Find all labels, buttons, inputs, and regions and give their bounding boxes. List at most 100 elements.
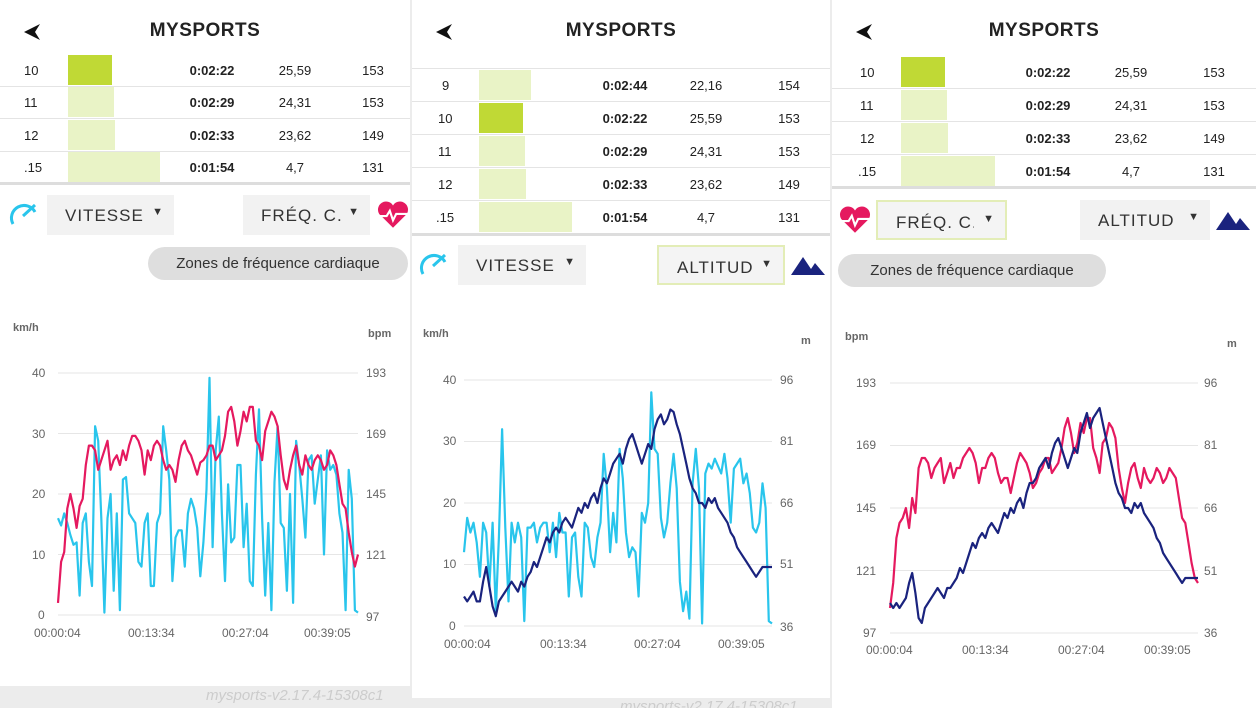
left-tick: 40 <box>32 366 46 380</box>
left-axis-unit: km/h <box>13 322 39 334</box>
left-metric-label: FRÉQ. C. <box>896 213 974 232</box>
right-metric-label: FRÉQ. C. <box>261 206 341 225</box>
version-label: mysports-v2.17.4-15308c1 <box>206 687 384 704</box>
left-metric-select[interactable]: VITESSE ▼ <box>47 195 174 235</box>
table-row: .15 0:01:54 4,7 131 <box>412 201 830 234</box>
lap-bar <box>479 103 523 133</box>
x-tick: 00:27:04 <box>1058 643 1105 657</box>
right-tick: 36 <box>1204 626 1218 640</box>
lap-number: 10 <box>438 111 453 126</box>
table-row: 12 0:02:33 23,62 149 <box>832 122 1256 155</box>
series-line-right <box>463 408 772 618</box>
x-tick: 00:39:05 <box>1144 643 1191 657</box>
lap-bar <box>68 152 160 182</box>
chart-plot-area <box>56 372 360 616</box>
table-row: 10 0:02:22 25,59 153 <box>0 54 410 87</box>
right-tick: 81 <box>780 434 794 448</box>
lap-bar <box>901 156 995 186</box>
app-title: MYSPORTS <box>149 20 261 41</box>
lap-heart-rate: 131 <box>778 210 800 225</box>
chevron-down-icon: ▼ <box>983 213 995 225</box>
left-metric-label: VITESSE <box>65 206 144 225</box>
right-tick: 96 <box>780 373 794 387</box>
lap-speed: 25,59 <box>278 63 312 78</box>
chart-plot-area <box>888 382 1199 634</box>
table-row: .15 0:01:54 4,7 131 <box>832 155 1256 188</box>
back-arrow-icon[interactable] <box>20 20 44 44</box>
x-tick: 00:27:04 <box>222 626 269 640</box>
lap-speed: 4,7 <box>696 210 716 225</box>
left-tick: 10 <box>443 557 457 571</box>
lap-heart-rate: 153 <box>778 144 800 159</box>
right-tick: 66 <box>780 496 794 510</box>
lap-time: 0:01:54 <box>602 210 648 225</box>
heart-rate-zones-button[interactable]: Zones de fréquence cardiaque <box>838 254 1106 287</box>
right-tick: 121 <box>366 548 387 562</box>
left-metric-select[interactable]: VITESSE ▼ <box>458 245 586 285</box>
lap-heart-rate: 149 <box>1203 131 1225 146</box>
lap-number: .15 <box>858 164 877 179</box>
right-tick: 97 <box>366 610 380 624</box>
lap-number: 11 <box>438 144 452 159</box>
lap-time: 0:01:54 <box>189 160 235 175</box>
right-tick: 66 <box>1204 501 1218 515</box>
right-metric-select[interactable]: ALTITUD ▼ <box>1080 200 1210 240</box>
table-shadow <box>412 233 830 236</box>
lap-heart-rate: 153 <box>778 111 800 126</box>
lap-bar <box>68 87 114 117</box>
lap-speed: 25,59 <box>1114 65 1148 80</box>
table-shadow <box>0 182 410 185</box>
lap-time: 0:02:29 <box>602 144 648 159</box>
chevron-down-icon: ▼ <box>761 258 773 270</box>
lap-number: 10 <box>860 65 875 80</box>
left-tick: 40 <box>443 373 457 387</box>
lap-time: 0:02:22 <box>189 63 235 78</box>
table-top-divider <box>412 68 830 69</box>
lap-number: 10 <box>24 63 39 78</box>
lap-speed: 23,62 <box>689 177 723 192</box>
right-metric-select[interactable]: FRÉQ. C. ▼ <box>243 195 370 235</box>
left-metric-select[interactable]: FRÉQ. C. ▼ <box>876 200 1007 240</box>
table-row: 9 0:02:44 22,16 154 <box>412 69 830 102</box>
lap-heart-rate: 149 <box>778 177 800 192</box>
lap-bar <box>479 202 572 232</box>
mountain-icon <box>791 257 825 275</box>
right-tick: 51 <box>780 557 794 571</box>
app-header: MYSPORTS <box>832 0 1256 60</box>
table-row: 11 0:02:29 24,31 153 <box>0 86 410 119</box>
lap-time: 0:02:33 <box>602 177 648 192</box>
lap-number: 12 <box>24 128 39 143</box>
series-line-left <box>462 391 773 625</box>
back-arrow-icon[interactable] <box>432 20 456 44</box>
right-tick: 96 <box>1204 376 1218 390</box>
lap-speed: 23,62 <box>278 128 312 143</box>
lap-bar <box>901 123 948 153</box>
lap-speed: 24,31 <box>689 144 723 159</box>
speedometer-icon <box>9 203 37 225</box>
series-line-left <box>56 376 359 614</box>
lap-time: 0:02:22 <box>602 111 648 126</box>
lap-bar <box>479 169 526 199</box>
left-axis-unit: bpm <box>845 331 869 343</box>
lap-time: 0:02:33 <box>1025 131 1071 146</box>
left-metric-label: VITESSE <box>476 256 555 275</box>
x-tick: 00:13:34 <box>540 637 587 651</box>
lap-heart-rate: 153 <box>1203 65 1225 80</box>
left-tick: 30 <box>32 427 46 441</box>
series-line-right <box>889 406 1198 625</box>
right-metric-label: ALTITUD <box>1098 211 1175 230</box>
chart-plot-area <box>462 379 773 627</box>
heart-rate-zones-button[interactable]: Zones de fréquence cardiaque <box>148 247 408 280</box>
left-tick: 30 <box>443 434 457 448</box>
table-row: .15 0:01:54 4,7 131 <box>0 151 410 184</box>
right-metric-select[interactable]: ALTITUD ▼ <box>657 245 785 285</box>
left-tick: 0 <box>38 608 45 622</box>
lap-heart-rate: 131 <box>362 160 384 175</box>
lap-speed: 22,16 <box>689 78 723 93</box>
back-arrow-icon[interactable] <box>852 20 876 44</box>
lap-time: 0:01:54 <box>1025 164 1071 179</box>
chevron-down-icon: ▼ <box>1188 211 1200 223</box>
lap-heart-rate: 153 <box>362 95 384 110</box>
app-title: MYSPORTS <box>988 20 1100 41</box>
right-tick: 169 <box>366 427 387 441</box>
